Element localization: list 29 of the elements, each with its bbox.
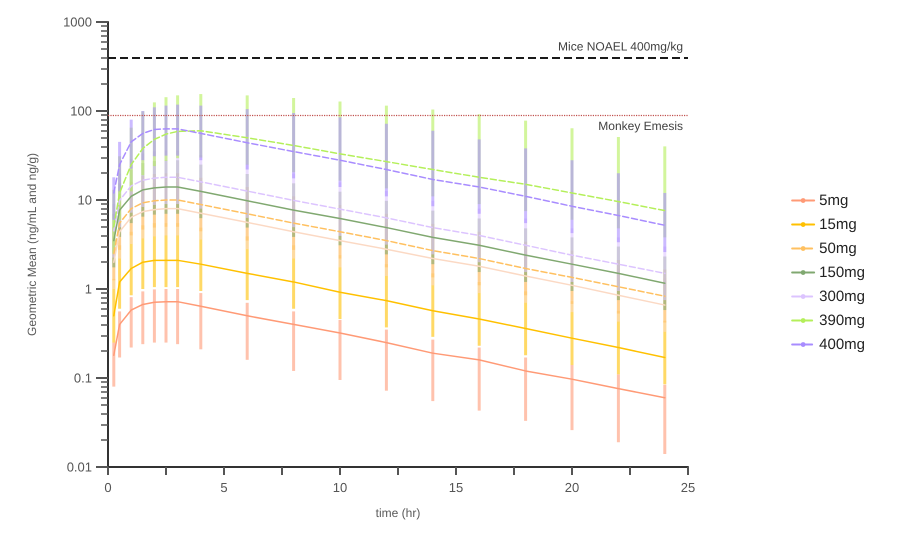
y-tick-label: 0.1 — [74, 370, 92, 386]
y-tick-label: 100 — [70, 104, 92, 118]
line-series — [113, 208, 666, 306]
x-tick-label: 0 — [104, 480, 112, 495]
x-tick-label: 20 — [564, 480, 580, 495]
x-tick-label: 15 — [448, 480, 464, 495]
line-series — [113, 199, 666, 297]
x-axis-title: time (hr) — [376, 506, 420, 520]
line-series — [113, 176, 666, 274]
legend-label: 15mg — [819, 216, 857, 233]
x-tick-label: 5 — [220, 480, 228, 495]
legend-label: 390mg — [819, 312, 866, 329]
y-tick-label: 10 — [78, 192, 92, 208]
y-tick-label: 0.01 — [66, 460, 92, 474]
line-series — [113, 186, 666, 284]
x-tick-label: 10 — [332, 480, 348, 495]
line-series — [113, 260, 666, 358]
y-axis-title: Geometric Mean (ng/mL and ng/g) — [25, 153, 39, 336]
y-tick-label: 1000 — [63, 14, 92, 30]
ref-line-label: Mice NOAEL 400mg/kg — [558, 39, 683, 54]
legend-label: 400mg — [819, 336, 866, 353]
legend-label: 300mg — [819, 288, 866, 305]
y-tick-label: 1 — [84, 282, 92, 296]
legend-label: 150mg — [819, 264, 866, 281]
x-tick-label: 25 — [680, 480, 696, 495]
legend-label: 50mg — [819, 240, 857, 257]
line-series — [113, 300, 666, 398]
ref-line-label: Monkey Emesis — [598, 119, 683, 134]
legend-label: 5mg — [819, 192, 848, 209]
